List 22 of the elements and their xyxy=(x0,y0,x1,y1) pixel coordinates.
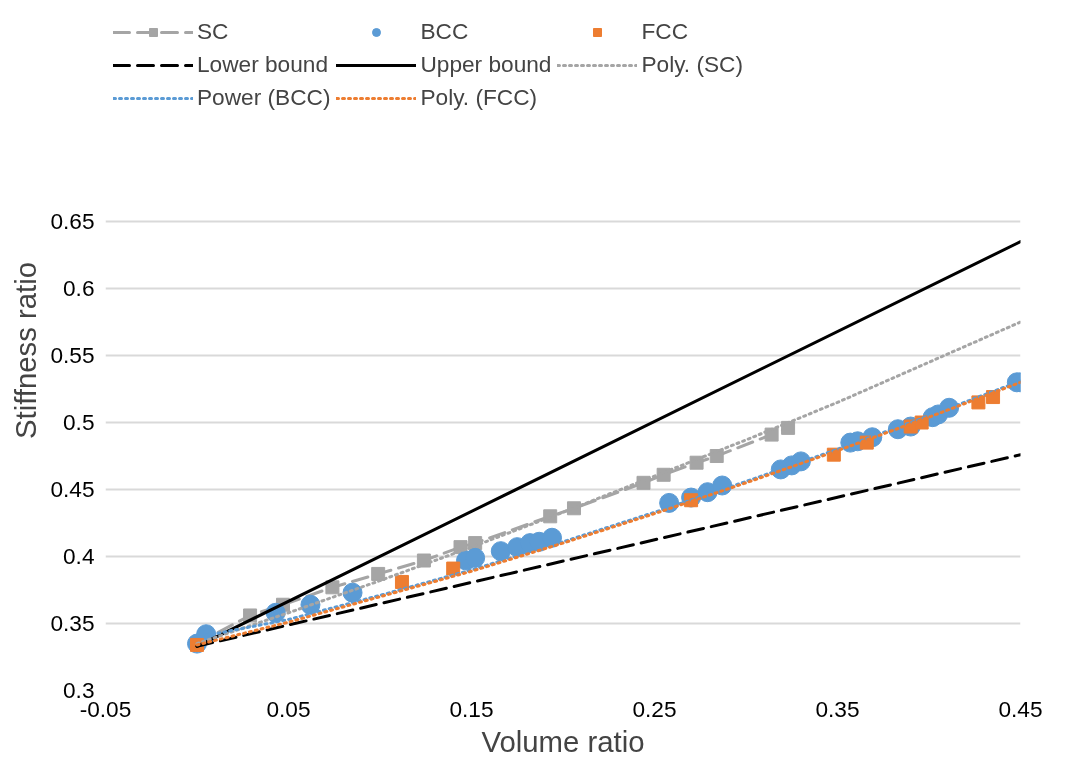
x-tick-label: 0.35 xyxy=(815,695,860,722)
x-tick-label: 0.45 xyxy=(998,695,1043,722)
y-tick-label: 0.65 xyxy=(50,208,95,235)
legend-label: Upper bound xyxy=(420,51,552,78)
y-tick-label: 0.35 xyxy=(50,610,95,636)
legend-label: SC xyxy=(197,18,230,45)
y-tick-label: 0.55 xyxy=(50,342,95,369)
legend-label: Power (BCC) xyxy=(197,84,331,111)
x-tick-label: 0.25 xyxy=(632,695,677,722)
x-tick-label: 0.15 xyxy=(449,695,494,722)
legend-label: Lower bound xyxy=(197,51,329,78)
y-tick-label: 0.6 xyxy=(63,275,95,302)
y-tick-label: 0.45 xyxy=(50,476,95,503)
legend-label: FCC xyxy=(641,18,690,45)
legend-label: Poly. (FCC) xyxy=(420,84,539,111)
y-axis-title: Stiffness ratio xyxy=(9,261,43,440)
x-axis-title: Volume ratio xyxy=(481,724,645,758)
y-tick-label: 0.4 xyxy=(63,543,95,570)
legend-label: BCC xyxy=(420,18,470,45)
x-tick-label: 0.05 xyxy=(266,695,311,722)
y-tick-label: 0.5 xyxy=(63,409,95,436)
legend-label: Poly. (SC) xyxy=(641,51,744,78)
